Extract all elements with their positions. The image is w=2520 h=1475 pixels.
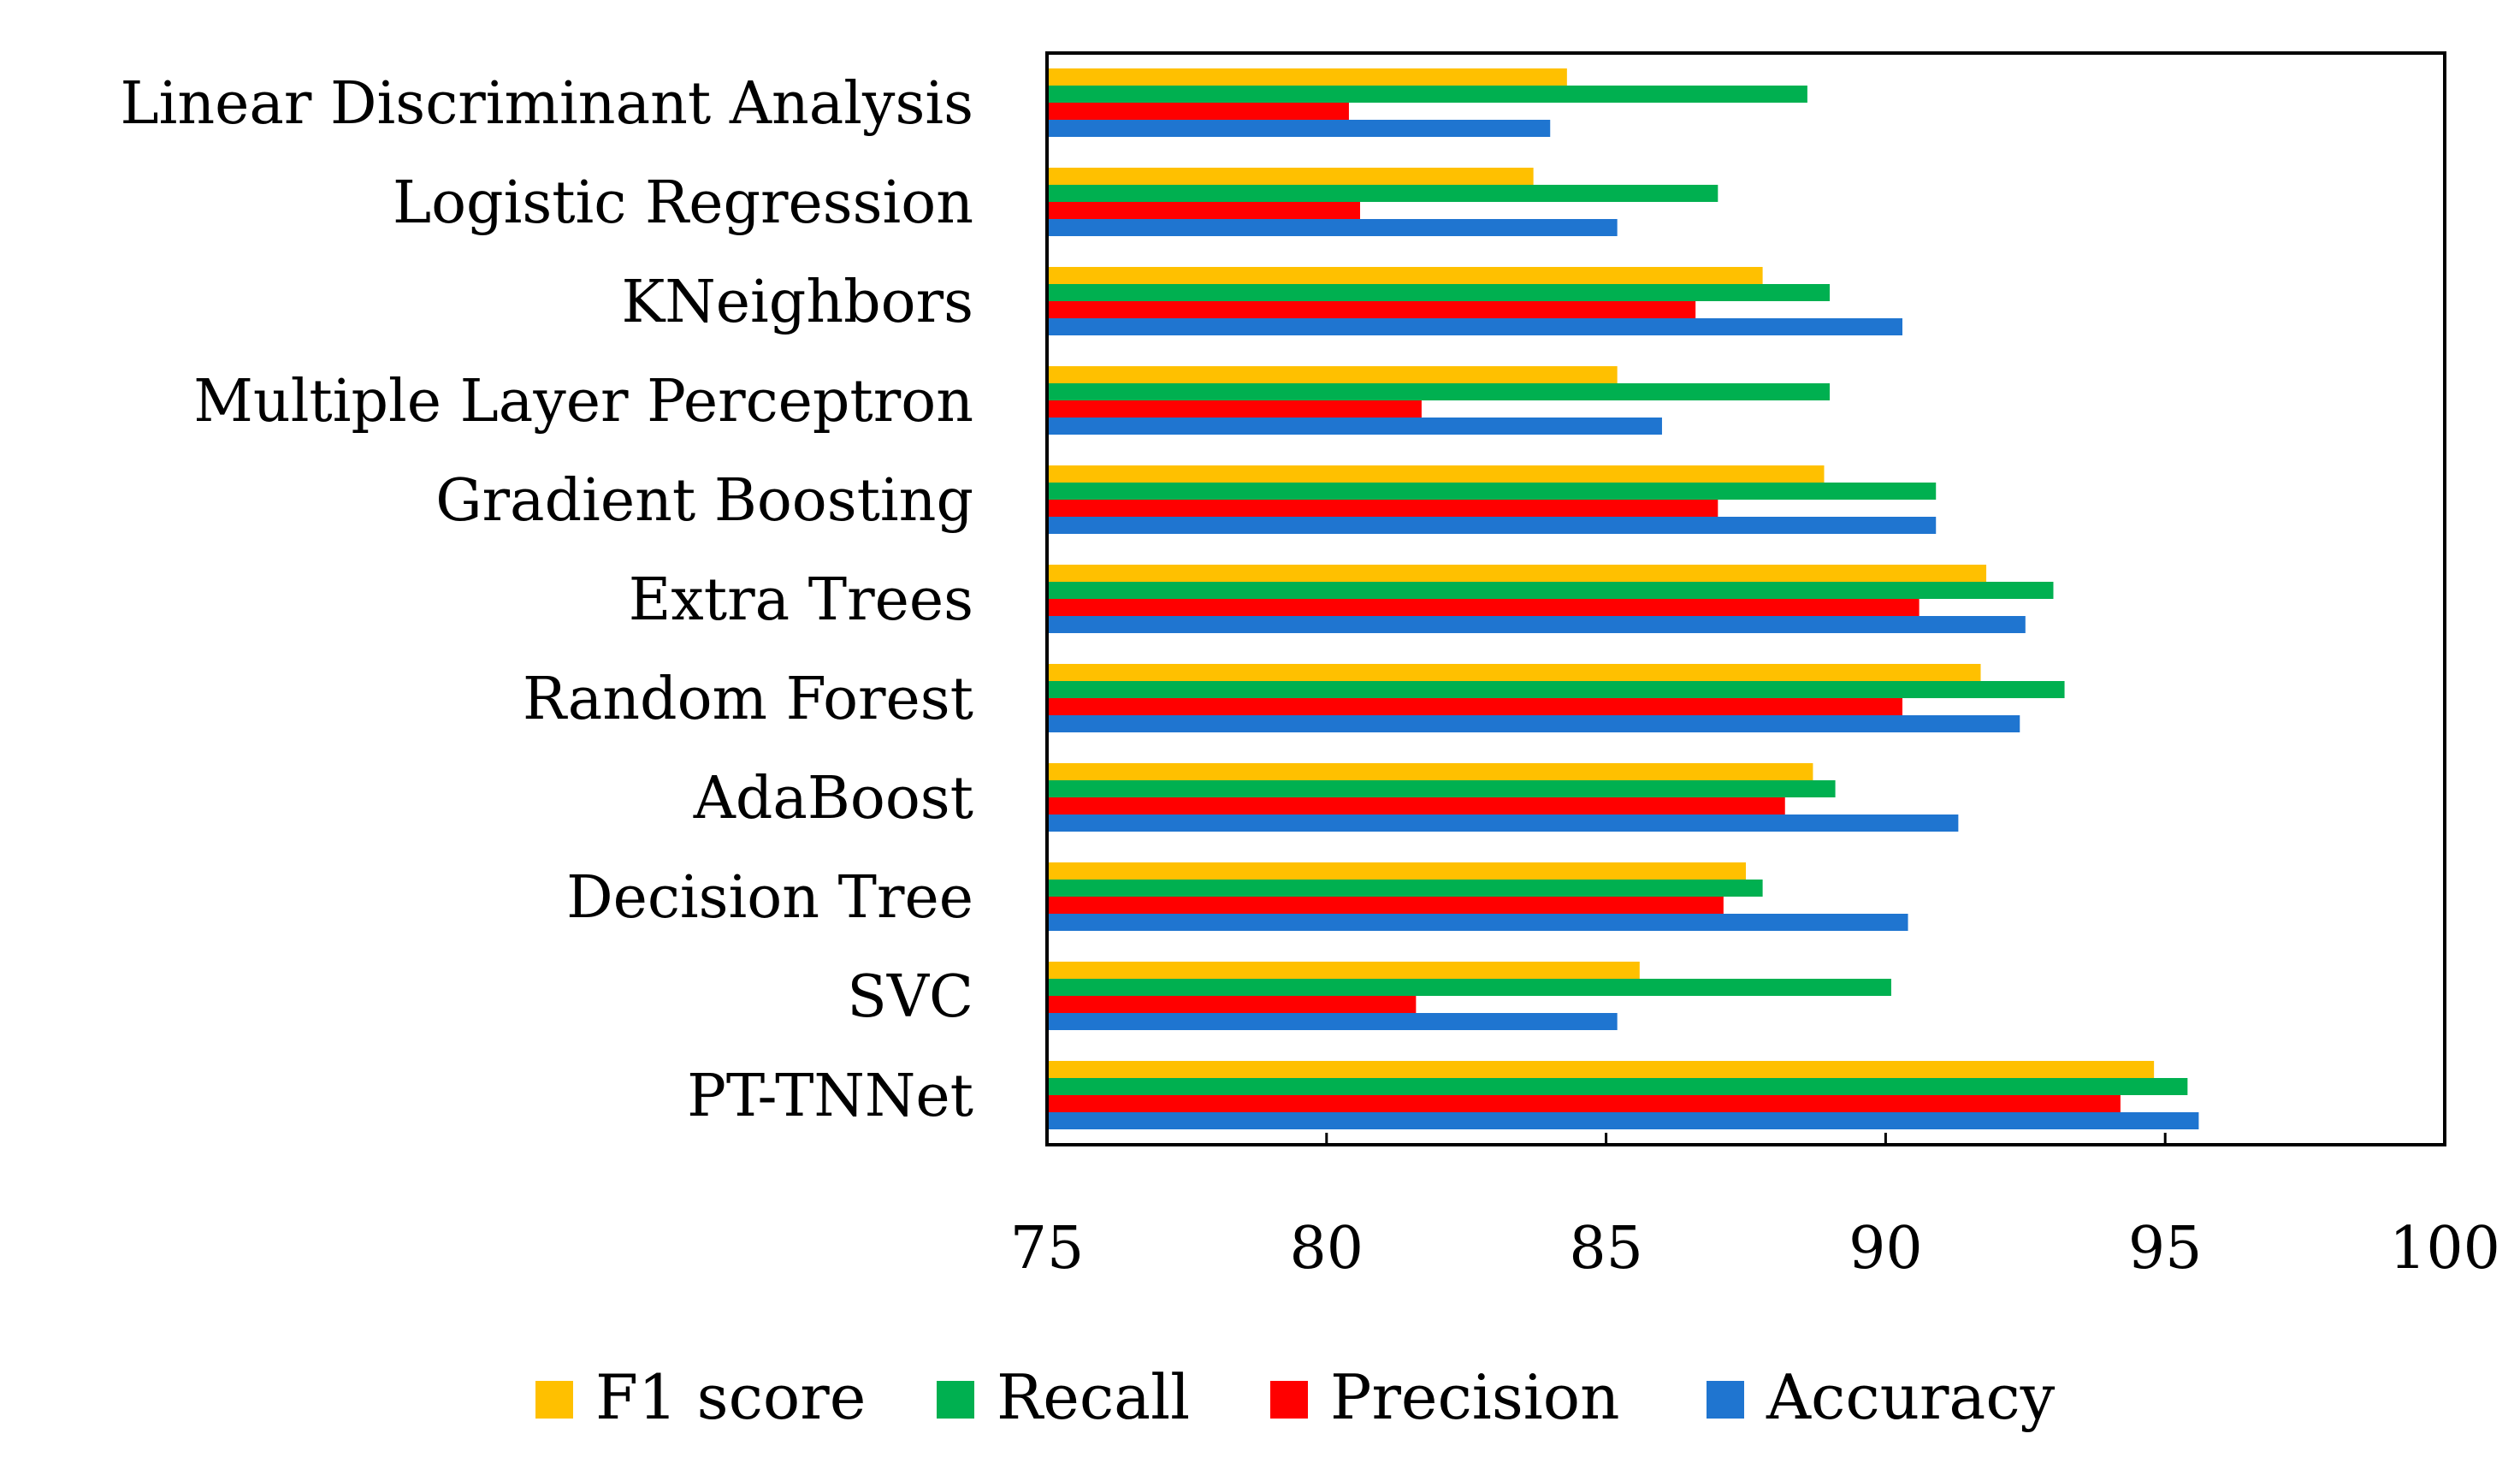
bars-group bbox=[1047, 68, 2199, 1129]
category-label: Extra Trees bbox=[629, 566, 973, 634]
category-label: Logistic Regression bbox=[393, 169, 973, 237]
bar-kneighbors-accuracy bbox=[1047, 318, 1903, 335]
bar-adaboost-precision bbox=[1047, 797, 1785, 815]
legend-swatch-f1-score bbox=[535, 1381, 573, 1419]
bar-linear-discriminant-analysis-precision bbox=[1047, 103, 1349, 120]
bar-svc-recall bbox=[1047, 979, 1891, 996]
category-label: Decision Tree bbox=[566, 864, 973, 932]
x-tick-label: 90 bbox=[1849, 1215, 1923, 1282]
bar-extra-trees-recall bbox=[1047, 582, 2054, 599]
plot-frame bbox=[1045, 51, 2446, 1146]
category-label: AdaBoost bbox=[693, 765, 973, 832]
x-axis-ticks: 75 80 85 90 95 100 bbox=[1010, 1133, 2500, 1282]
bar-svc-f1-score bbox=[1047, 962, 1640, 979]
legend-swatch-recall bbox=[937, 1381, 974, 1419]
bar-adaboost-accuracy bbox=[1047, 815, 1959, 832]
bar-extra-trees-accuracy bbox=[1047, 616, 2026, 633]
category-label: PT-TNNet bbox=[687, 1063, 973, 1130]
bar-logistic-regression-f1-score bbox=[1047, 168, 1534, 185]
bar-kneighbors-f1-score bbox=[1047, 267, 1763, 284]
category-label: SVC bbox=[847, 963, 973, 1031]
bar-svc-accuracy bbox=[1047, 1013, 1618, 1030]
bar-multiple-layer-perceptron-recall bbox=[1047, 383, 1831, 400]
bar-linear-discriminant-analysis-f1-score bbox=[1047, 68, 1567, 86]
bar-gradient-boosting-f1-score bbox=[1047, 465, 1825, 483]
x-tick-label: 100 bbox=[2389, 1215, 2500, 1282]
legend-label-precision: Precision bbox=[1330, 1361, 1620, 1433]
category-label: Linear Discriminant Analysis bbox=[120, 70, 973, 138]
bar-kneighbors-precision bbox=[1047, 301, 1696, 318]
bar-random-forest-accuracy bbox=[1047, 715, 2020, 732]
bar-extra-trees-f1-score bbox=[1047, 565, 1987, 582]
x-tick-label: 75 bbox=[1010, 1215, 1085, 1282]
legend-swatch-precision bbox=[1270, 1381, 1308, 1419]
bar-linear-discriminant-analysis-accuracy bbox=[1047, 120, 1551, 137]
bar-gradient-boosting-accuracy bbox=[1047, 517, 1937, 534]
bar-adaboost-f1-score bbox=[1047, 763, 1813, 780]
bar-pt-tnnet-precision bbox=[1047, 1095, 2121, 1112]
bar-pt-tnnet-recall bbox=[1047, 1078, 2188, 1095]
bar-multiple-layer-perceptron-precision bbox=[1047, 400, 1422, 418]
bar-decision-tree-f1-score bbox=[1047, 862, 1746, 880]
x-tick-label: 85 bbox=[1569, 1215, 1643, 1282]
bar-kneighbors-recall bbox=[1047, 284, 1831, 301]
y-axis-categories: Linear Discriminant Analysis Logistic Reg… bbox=[120, 70, 973, 1130]
legend: F1 score Recall Precision Accuracy bbox=[535, 1361, 2056, 1433]
bar-random-forest-f1-score bbox=[1047, 664, 1981, 681]
bar-multiple-layer-perceptron-accuracy bbox=[1047, 418, 1662, 435]
bar-decision-tree-precision bbox=[1047, 897, 1724, 914]
bar-pt-tnnet-f1-score bbox=[1047, 1061, 2155, 1078]
category-label: KNeighbors bbox=[622, 269, 974, 336]
bar-decision-tree-accuracy bbox=[1047, 914, 1908, 931]
legend-label-recall: Recall bbox=[997, 1361, 1190, 1433]
category-label: Random Forest bbox=[523, 666, 973, 733]
bar-decision-tree-recall bbox=[1047, 880, 1763, 897]
legend-label-f1-score: F1 score bbox=[595, 1361, 866, 1433]
bar-logistic-regression-precision bbox=[1047, 202, 1361, 219]
legend-label-accuracy: Accuracy bbox=[1766, 1361, 2056, 1433]
bar-gradient-boosting-precision bbox=[1047, 500, 1718, 517]
bar-extra-trees-precision bbox=[1047, 599, 1920, 616]
bar-adaboost-recall bbox=[1047, 780, 1836, 797]
bar-logistic-regression-accuracy bbox=[1047, 219, 1618, 236]
bar-multiple-layer-perceptron-f1-score bbox=[1047, 366, 1618, 383]
bar-linear-discriminant-analysis-recall bbox=[1047, 86, 1807, 103]
category-label: Multiple Layer Perceptron bbox=[193, 368, 973, 435]
legend-swatch-accuracy bbox=[1707, 1381, 1744, 1419]
bar-pt-tnnet-accuracy bbox=[1047, 1112, 2199, 1129]
x-tick-label: 95 bbox=[2128, 1215, 2203, 1282]
bar-svc-precision bbox=[1047, 996, 1417, 1013]
bar-logistic-regression-recall bbox=[1047, 185, 1718, 202]
x-tick-label: 80 bbox=[1290, 1215, 1364, 1282]
bar-gradient-boosting-recall bbox=[1047, 483, 1937, 500]
bar-random-forest-precision bbox=[1047, 698, 1903, 715]
category-label: Gradient Boosting bbox=[435, 467, 973, 535]
bar-random-forest-recall bbox=[1047, 681, 2065, 698]
